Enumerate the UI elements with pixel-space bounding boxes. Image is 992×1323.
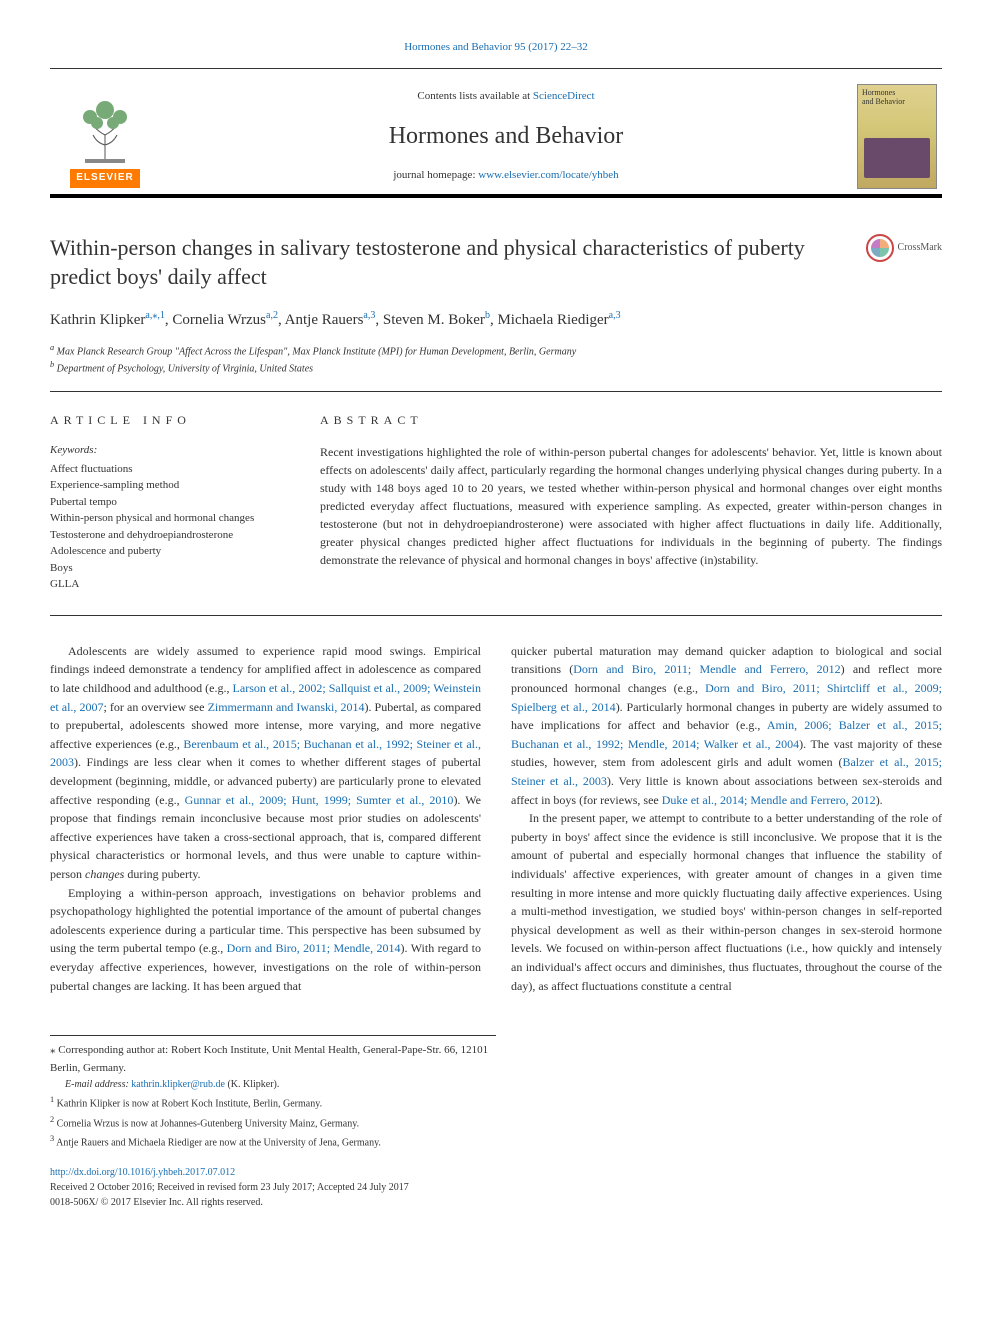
keyword-5: Testosterone and dehydroepiandrosterone xyxy=(50,527,280,544)
elsevier-wordmark: ELSEVIER xyxy=(70,169,139,188)
doi-link[interactable]: http://dx.doi.org/10.1016/j.yhbeh.2017.0… xyxy=(50,1167,235,1178)
keywords-label: Keywords: xyxy=(50,443,280,459)
cite-link[interactable]: Duke et al., 2014; Mendle and Ferrero, 2… xyxy=(662,793,876,807)
homepage-line: journal homepage: www.elsevier.com/locat… xyxy=(160,168,852,184)
abstract-block: ABSTRACT Recent investigations highlight… xyxy=(320,412,942,593)
keyword-2: Experience-sampling method xyxy=(50,477,280,494)
crossmark-icon xyxy=(866,234,894,262)
issn-line: 0018-506X/ © 2017 Elsevier Inc. All righ… xyxy=(50,1195,942,1210)
author-2-marks[interactable]: a,2 xyxy=(266,310,278,321)
crossmark-badge[interactable]: CrossMark xyxy=(866,234,942,262)
bottom-info: http://dx.doi.org/10.1016/j.yhbeh.2017.0… xyxy=(50,1165,942,1210)
keyword-3: Pubertal tempo xyxy=(50,494,280,511)
homepage-link[interactable]: www.elsevier.com/locate/yhbeh xyxy=(478,169,618,181)
body-para-4: In the present paper, we attempt to cont… xyxy=(511,809,942,995)
article-info-heading: ARTICLE INFO xyxy=(50,412,280,429)
author-4-marks[interactable]: b xyxy=(485,310,490,321)
elsevier-tree-icon xyxy=(75,95,135,165)
body-para-1: Adolescents are widely assumed to experi… xyxy=(50,642,481,884)
email-line: E-mail address: kathrin.klipker@rub.de (… xyxy=(50,1077,496,1093)
abstract-divider xyxy=(50,615,942,616)
email-link[interactable]: kathrin.klipker@rub.de xyxy=(131,1079,225,1090)
affiliations: a Max Planck Research Group "Affect Acro… xyxy=(50,342,942,392)
keyword-4: Within-person physical and hormonal chan… xyxy=(50,510,280,527)
authors-line: Kathrin Klipkera,⁎,1, Cornelia Wrzusa,2,… xyxy=(50,309,942,332)
footnote-1: 1 Kathrin Klipker is now at Robert Koch … xyxy=(50,1093,496,1112)
crossmark-label: CrossMark xyxy=(898,241,942,256)
elsevier-logo: ELSEVIER xyxy=(50,79,160,194)
keyword-7: Boys xyxy=(50,560,280,577)
abstract-heading: ABSTRACT xyxy=(320,412,942,429)
abstract-text: Recent investigations highlighted the ro… xyxy=(320,443,942,569)
journal-banner: ELSEVIER Contents lists available at Sci… xyxy=(50,68,942,198)
cite-link[interactable]: Dorn and Biro, 2011; Mendle and Ferrero,… xyxy=(573,662,840,676)
author-1-marks[interactable]: a,⁎,1 xyxy=(145,310,164,321)
banner-center: Contents lists available at ScienceDirec… xyxy=(160,79,852,194)
contents-prefix: Contents lists available at xyxy=(417,90,532,102)
article-info-block: ARTICLE INFO Keywords: Affect fluctuatio… xyxy=(50,412,280,593)
affiliation-b: b Department of Psychology, University o… xyxy=(50,359,942,376)
body-para-3: quicker pubertal maturation may demand q… xyxy=(511,642,942,809)
cover-thumbnail-box: Hormones and Behavior xyxy=(852,79,942,194)
cite-link[interactable]: Zimmermann and Iwanski, 2014 xyxy=(208,700,365,714)
journal-cover-thumbnail: Hormones and Behavior xyxy=(857,84,937,189)
keyword-8: GLLA xyxy=(50,576,280,593)
citation-line: Hormones and Behavior 95 (2017) 22–32 xyxy=(50,40,942,56)
author-5-marks[interactable]: a,3 xyxy=(609,310,621,321)
footnotes: ⁎ Corresponding author at: Robert Koch I… xyxy=(50,1035,496,1151)
footnote-3: 3 Antje Rauers and Michaela Riediger are… xyxy=(50,1132,496,1151)
keywords-list: Affect fluctuations Experience-sampling … xyxy=(50,461,280,593)
author-5: Michaela Riediger xyxy=(497,312,608,328)
author-1: Kathrin Klipker xyxy=(50,312,145,328)
corresponding-author: ⁎ Corresponding author at: Robert Koch I… xyxy=(50,1042,496,1077)
homepage-prefix: journal homepage: xyxy=(393,169,478,181)
cover-title-2: and Behavior xyxy=(862,97,905,106)
keyword-6: Adolescence and puberty xyxy=(50,543,280,560)
cite-link[interactable]: Gunnar et al., 2009; Hunt, 1999; Sumter … xyxy=(185,793,454,807)
author-2: Cornelia Wrzus xyxy=(172,312,266,328)
author-3-marks[interactable]: a,3 xyxy=(363,310,375,321)
cover-title-1: Hormones xyxy=(862,88,895,97)
author-3: Antje Rauers xyxy=(285,312,364,328)
sciencedirect-link[interactable]: ScienceDirect xyxy=(533,90,595,102)
cover-image-placeholder xyxy=(864,138,930,178)
journal-title: Hormones and Behavior xyxy=(160,119,852,154)
received-line: Received 2 October 2016; Received in rev… xyxy=(50,1180,942,1195)
contents-line: Contents lists available at ScienceDirec… xyxy=(160,89,852,105)
article-title: Within-person changes in salivary testos… xyxy=(50,234,846,291)
footnote-2: 2 Cornelia Wrzus is now at Johannes-Gute… xyxy=(50,1113,496,1132)
cite-link[interactable]: Dorn and Biro, 2011; Mendle, 2014 xyxy=(227,941,401,955)
author-4: Steven M. Boker xyxy=(383,312,485,328)
affiliation-a: a Max Planck Research Group "Affect Acro… xyxy=(50,342,942,359)
body-para-2: Employing a within-person approach, inve… xyxy=(50,884,481,996)
keyword-1: Affect fluctuations xyxy=(50,461,280,478)
body-text: Adolescents are widely assumed to experi… xyxy=(50,642,942,995)
